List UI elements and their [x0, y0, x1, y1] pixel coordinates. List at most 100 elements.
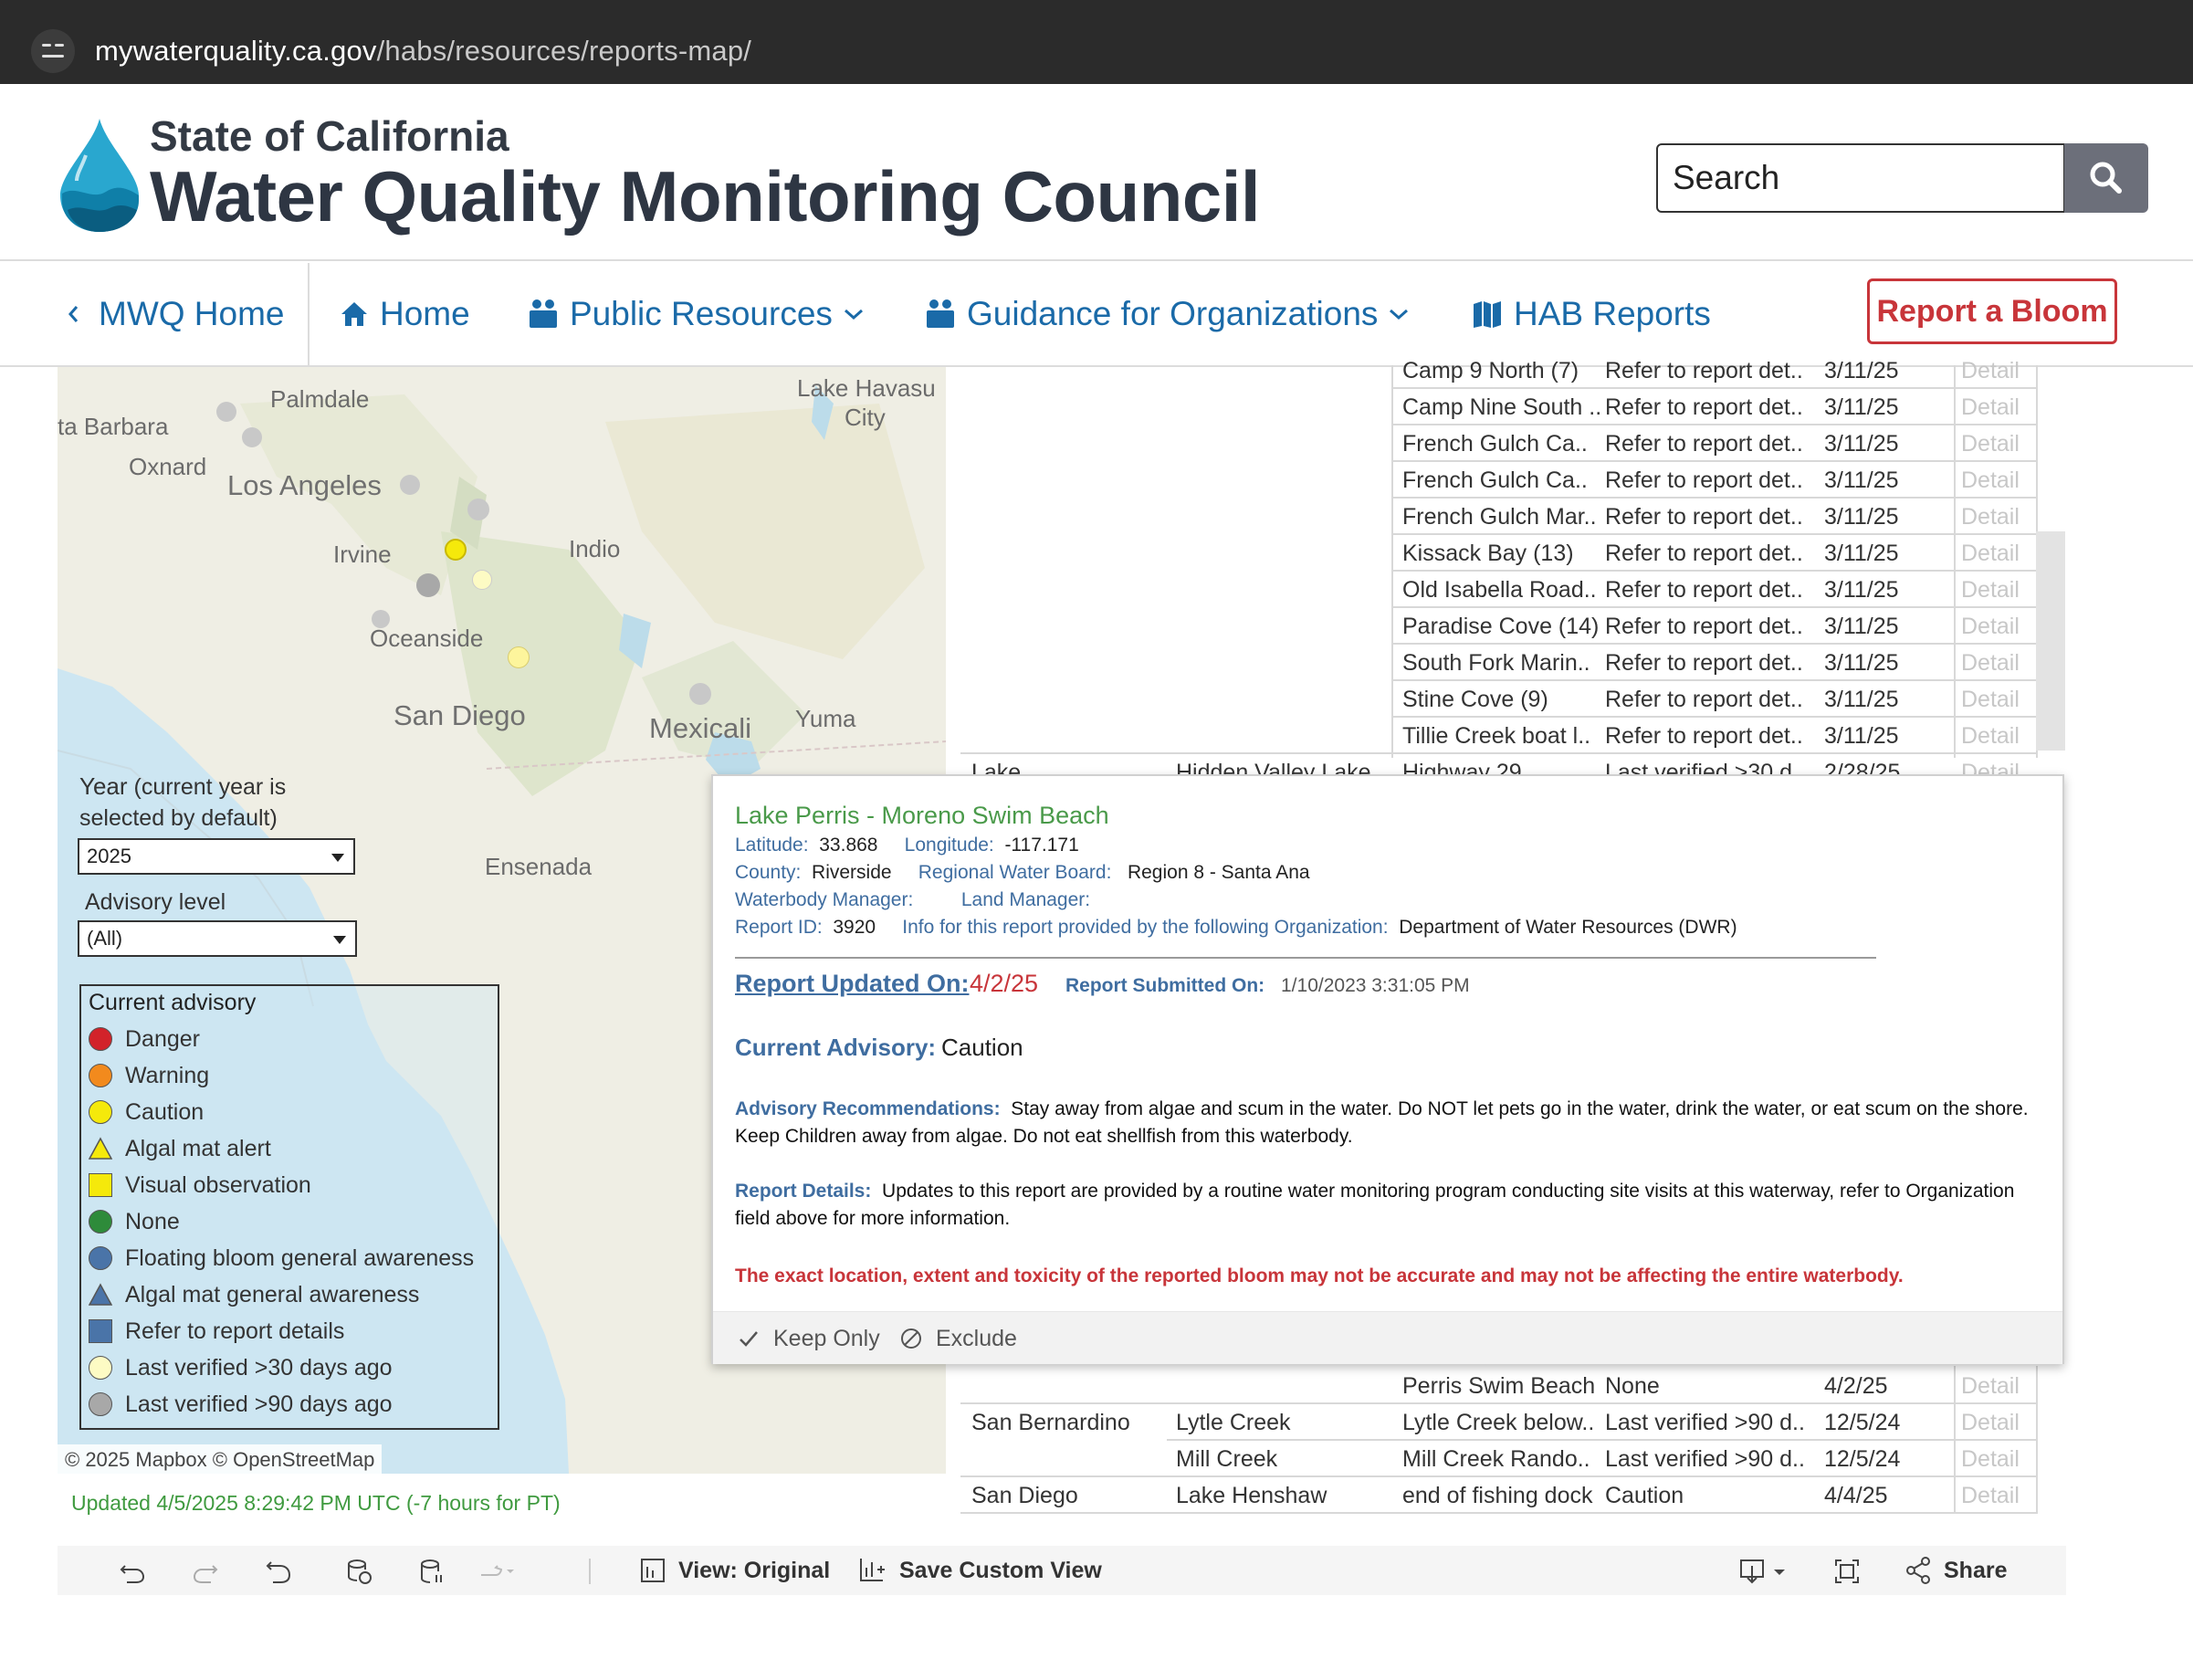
- legend-item-visual-observation[interactable]: Visual observation: [89, 1167, 311, 1203]
- legend-item-verified-90[interactable]: Last verified >90 days ago: [89, 1386, 393, 1423]
- map-marker[interactable]: [689, 683, 711, 705]
- legend-item-warning[interactable]: Warning: [89, 1057, 209, 1094]
- table-row[interactable]: French Gulch Mar.. Refer to report det..…: [960, 499, 2038, 535]
- nav-guidance[interactable]: Guidance for Organizations: [925, 263, 1422, 365]
- table-row[interactable]: Paradise Cove (14) Refer to report det..…: [960, 608, 2038, 645]
- map-marker[interactable]: [508, 646, 530, 668]
- share-button[interactable]: Share: [1904, 1546, 2007, 1595]
- legend-item-refer-to-report[interactable]: Refer to report details: [89, 1313, 344, 1349]
- map-label-santa-barbara: ta Barbara: [58, 413, 169, 440]
- detail-link[interactable]: Detail: [1961, 504, 2020, 530]
- detail-link[interactable]: Detail: [1961, 650, 2020, 676]
- detail-link[interactable]: Detail: [1961, 394, 2020, 420]
- advisory-recommendations: Advisory Recommendations: Stay away from…: [735, 1098, 2029, 1147]
- detail-link[interactable]: Detail: [1961, 687, 2020, 712]
- detail-link[interactable]: Detail: [1961, 577, 2020, 603]
- table-row[interactable]: Camp 9 North (7) Refer to report det.. 3…: [960, 352, 2038, 389]
- exclude-button[interactable]: Exclude: [899, 1312, 1017, 1365]
- map-marker[interactable]: [467, 499, 489, 520]
- map-marker[interactable]: [242, 427, 262, 447]
- detail-link[interactable]: Detail: [1961, 1410, 2020, 1435]
- undo-icon[interactable]: [118, 1557, 147, 1586]
- report-details: Report Details: Updates to this report a…: [735, 1181, 2015, 1229]
- url-text[interactable]: mywaterquality.ca.gov/habs/resources/rep…: [95, 35, 752, 67]
- table-row[interactable]: French Gulch Ca.. Refer to report det.. …: [960, 462, 2038, 499]
- download-icon[interactable]: [1737, 1557, 1792, 1586]
- detail-link[interactable]: Detail: [1961, 541, 2020, 566]
- check-icon: [740, 1331, 758, 1347]
- nav-public-resources[interactable]: Public Resources: [528, 263, 876, 365]
- legend-item-algal-mat-awareness[interactable]: Algal mat general awareness: [88, 1276, 419, 1313]
- legend-item-caution[interactable]: Caution: [89, 1094, 204, 1130]
- detail-link[interactable]: Detail: [1961, 1483, 2020, 1508]
- table-row[interactable]: San Bernardino Lytle Creek Lytle Creek b…: [960, 1404, 2038, 1441]
- report-bloom-button[interactable]: Report a Bloom: [1867, 278, 2117, 344]
- map-marker[interactable]: [216, 402, 236, 422]
- share-forward-icon[interactable]: [477, 1557, 518, 1586]
- search-button[interactable]: [2064, 143, 2148, 213]
- table-row[interactable]: Mill Creek Mill Creek Rando.. Last verif…: [960, 1441, 2038, 1477]
- waterbody-cell: Lytle Creek: [1176, 1410, 1291, 1435]
- advisory-filter-label: Advisory level: [85, 889, 226, 915]
- nav-home[interactable]: Home: [340, 263, 470, 365]
- map-marker[interactable]: [372, 610, 390, 628]
- date-cell: 3/11/25: [1824, 577, 1899, 603]
- site-settings-icon[interactable]: [31, 29, 75, 73]
- search-box: [1656, 143, 2065, 213]
- advisory-cell: Refer to report det..: [1605, 577, 1803, 603]
- pause-updates-icon[interactable]: [417, 1557, 446, 1586]
- site-cell: Mill Creek Rando..: [1402, 1446, 1590, 1472]
- map-attribution[interactable]: © 2025 Mapbox © OpenStreetMap: [58, 1444, 383, 1475]
- detail-link[interactable]: Detail: [1961, 1373, 2020, 1399]
- row-divider: [960, 1402, 2038, 1404]
- detail-link[interactable]: Detail: [1961, 358, 2020, 383]
- verified-30-circle-icon: [89, 1356, 112, 1380]
- search-input[interactable]: [1658, 145, 2063, 211]
- legend-item-danger[interactable]: Danger: [89, 1021, 200, 1057]
- detail-link[interactable]: Detail: [1961, 431, 2020, 457]
- revert-icon[interactable]: [264, 1557, 293, 1586]
- refresh-data-icon[interactable]: [344, 1557, 373, 1586]
- advisory-level-select[interactable]: (All): [78, 920, 357, 957]
- table-row[interactable]: Stine Cove (9) Refer to report det.. 3/1…: [960, 681, 2038, 718]
- table-row[interactable]: South Fork Marin.. Refer to report det..…: [960, 645, 2038, 681]
- current-advisory-value: Caution: [941, 1034, 1023, 1061]
- table-row[interactable]: Tillie Creek boat l.. Refer to report de…: [960, 718, 2038, 754]
- council-title[interactable]: Water Quality Monitoring Council: [150, 156, 1261, 236]
- legend-item-floating-bloom[interactable]: Floating bloom general awareness: [89, 1240, 474, 1276]
- detail-link[interactable]: Detail: [1961, 467, 2020, 493]
- map-marker[interactable]: [416, 573, 440, 597]
- legend-item-verified-30[interactable]: Last verified >30 days ago: [89, 1349, 393, 1386]
- table-row[interactable]: Camp Nine South .. Refer to report det..…: [960, 389, 2038, 425]
- detail-link[interactable]: Detail: [1961, 614, 2020, 639]
- visual-observation-square-icon: [89, 1173, 112, 1197]
- row-divider: [1391, 460, 2038, 462]
- water-drop-logo-icon[interactable]: [58, 119, 141, 232]
- legend-item-none[interactable]: None: [89, 1203, 180, 1240]
- detail-link[interactable]: Detail: [1961, 1446, 2020, 1472]
- advisory-cell: Refer to report det..: [1605, 614, 1803, 639]
- map-marker-caution[interactable]: [445, 539, 467, 561]
- save-custom-view-button[interactable]: Save Custom View: [857, 1546, 1102, 1595]
- table-scrollbar[interactable]: [2036, 531, 2065, 751]
- year-select[interactable]: 2025: [78, 838, 355, 875]
- table-row[interactable]: San Diego Lake Henshaw end of fishing do…: [960, 1477, 2038, 1514]
- table-row[interactable]: French Gulch Ca.. Refer to report det.. …: [960, 425, 2038, 462]
- map-marker[interactable]: [472, 570, 492, 590]
- nav-mwq-home[interactable]: MWQ Home: [66, 263, 285, 365]
- legend-title: Current advisory: [89, 990, 257, 1015]
- address-field[interactable]: mywaterquality.ca.gov/habs/resources/rep…: [0, 9, 2193, 75]
- view-original-button[interactable]: View: Original: [638, 1546, 830, 1595]
- table-row[interactable]: Kissack Bay (13) Refer to report det.. 3…: [960, 535, 2038, 572]
- keep-only-button[interactable]: Keep Only: [737, 1312, 880, 1365]
- current-advisory-label: Current Advisory:: [735, 1034, 937, 1061]
- detail-link[interactable]: Detail: [1961, 723, 2020, 749]
- table-row[interactable]: Perris Swim Beach None 4/2/25 Detail: [960, 1368, 2038, 1404]
- map-marker[interactable]: [400, 475, 420, 495]
- nav-hab-reports[interactable]: HAB Reports: [1472, 263, 1711, 365]
- redo-icon[interactable]: [191, 1557, 220, 1586]
- fullscreen-icon[interactable]: [1832, 1557, 1862, 1586]
- none-circle-icon: [89, 1210, 112, 1234]
- table-row[interactable]: Old Isabella Road.. Refer to report det.…: [960, 572, 2038, 608]
- legend-item-algal-mat-alert[interactable]: Algal mat alert: [88, 1130, 271, 1167]
